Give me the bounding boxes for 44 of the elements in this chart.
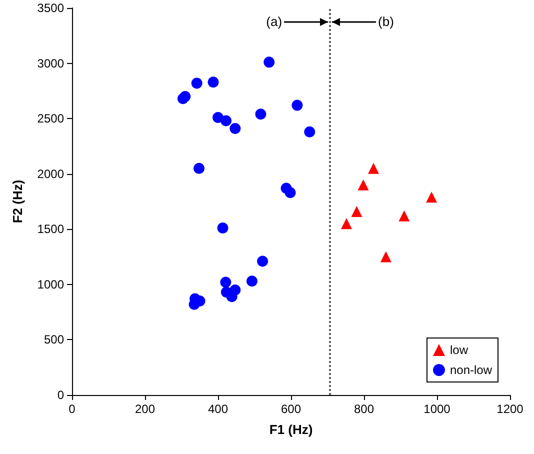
x-tick-label: 800 — [354, 402, 374, 416]
point — [230, 123, 241, 134]
x-axis-title: F1 (Hz) — [269, 422, 313, 437]
point — [340, 218, 352, 230]
point — [292, 100, 303, 111]
y-tick-label: 1000 — [37, 277, 64, 292]
x-tick-label: 1000 — [424, 402, 451, 416]
point — [246, 276, 258, 287]
x-tick-label: 600 — [280, 402, 302, 416]
point — [180, 90, 191, 102]
x-tick-label: 0 — [68, 402, 76, 416]
y-tick-label: 1500 — [37, 222, 64, 236]
point — [255, 108, 266, 120]
point — [220, 276, 232, 288]
point — [208, 76, 219, 88]
y-tick-label: 2500 — [37, 112, 64, 126]
point — [194, 162, 205, 174]
y-tick-label: 500 — [44, 332, 64, 347]
point — [191, 78, 202, 89]
legend-label: non-low — [450, 363, 492, 377]
legend-label: low — [450, 343, 468, 357]
annotation: (a) — [266, 14, 282, 30]
point — [220, 115, 232, 126]
point — [284, 187, 296, 198]
point — [426, 192, 438, 203]
y-tick-label: 3000 — [37, 56, 64, 70]
y-tick-label: 3500 — [37, 1, 64, 15]
x-tick-label: 400 — [208, 402, 228, 416]
point — [304, 126, 316, 138]
y-tick-label: 0 — [57, 388, 64, 402]
point — [257, 256, 268, 267]
point — [358, 179, 369, 190]
point — [264, 56, 275, 68]
point — [368, 162, 379, 174]
y-tick-label: 2000 — [37, 166, 64, 181]
point — [398, 210, 410, 222]
point — [380, 251, 392, 262]
y-axis-title: F2 (Hz) — [10, 180, 25, 224]
x-tick-label: 200 — [134, 402, 156, 416]
point — [351, 206, 362, 217]
annotation: (b) — [378, 14, 394, 30]
point — [217, 222, 228, 234]
point — [230, 284, 241, 296]
x-tick-label: 1200 — [496, 402, 524, 416]
